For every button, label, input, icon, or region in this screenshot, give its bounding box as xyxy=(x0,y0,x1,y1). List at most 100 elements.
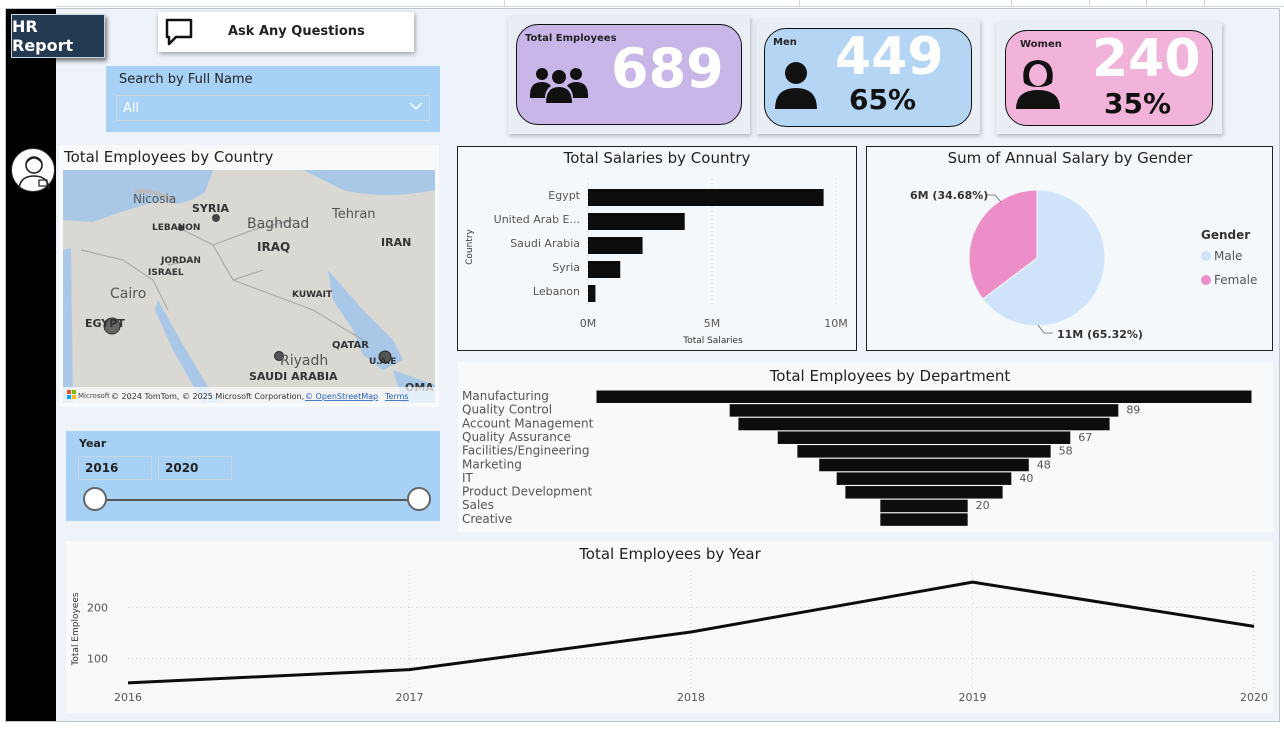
line-series-total-employees[interactable] xyxy=(127,580,1255,685)
women-caption: Women xyxy=(1020,39,1062,50)
department-bar[interactable] xyxy=(777,431,1071,444)
chevron-down-icon xyxy=(409,100,423,115)
map-label-kuwait: KUWAIT xyxy=(292,290,333,300)
department-data-label: 58 xyxy=(1059,445,1073,458)
men-value: 449 xyxy=(835,27,944,87)
department-label: Marketing xyxy=(462,457,522,471)
top-ruler xyxy=(56,0,1284,7)
department-bar[interactable] xyxy=(738,417,1110,431)
group-icon xyxy=(528,65,590,109)
salaries-bar[interactable] xyxy=(588,213,685,230)
year-slider-start-handle[interactable] xyxy=(83,487,107,511)
map-label-lebanon: LEBANON xyxy=(152,223,200,233)
salaries-category-label: United Arab E... xyxy=(494,213,580,226)
department-label: Product Development xyxy=(462,485,592,499)
terms-link[interactable]: Terms xyxy=(384,392,409,401)
year-slider-track[interactable] xyxy=(94,499,420,501)
department-data-label: 67 xyxy=(1078,431,1092,444)
map-label-egypt: EGYPT xyxy=(85,317,125,330)
pie-slice-female[interactable] xyxy=(968,189,1038,300)
microsoft-logo-icon xyxy=(67,390,76,399)
women-value: 240 xyxy=(1092,29,1201,89)
year-slider-end-handle[interactable] xyxy=(407,487,431,511)
map-label-tehran: Tehran xyxy=(331,207,376,222)
department-chart-title: Total Employees by Department xyxy=(769,367,1011,385)
salaries-x-axis-label: Total Salaries xyxy=(682,336,743,346)
ask-questions-button[interactable]: Ask Any Questions xyxy=(158,12,414,52)
department-bar[interactable] xyxy=(596,390,1252,404)
left-navigation-bar xyxy=(6,9,56,721)
men-card: Men 449 65% xyxy=(764,27,972,127)
department-bar[interactable] xyxy=(797,445,1051,458)
department-label: Quality Assurance xyxy=(462,430,571,444)
search-dropdown[interactable]: All xyxy=(116,95,430,121)
employees-by-department-chart: Total Employees by Department Manufactur… xyxy=(458,362,1273,532)
salaries-chart-title: Total Salaries by Country xyxy=(563,149,751,167)
year-end-input[interactable]: 2020 xyxy=(158,456,232,480)
department-data-label: 89 xyxy=(1126,404,1140,417)
year-start-input[interactable]: 2016 xyxy=(78,456,152,480)
pie-label-female: 6M (34.68%) xyxy=(910,189,988,202)
department-label: IT xyxy=(462,471,474,485)
search-by-name-slicer: Search by Full Name All xyxy=(106,66,440,132)
men-caption: Men xyxy=(773,37,797,48)
line-y-axis-label: Total Employees xyxy=(71,592,81,666)
employees-by-year-chart: Total Employees by Year Total Employees … xyxy=(66,541,1273,713)
map-label-syria: SYRIA xyxy=(192,202,229,215)
map-label-qatar: QATAR xyxy=(332,340,369,351)
map-label-cairo: Cairo xyxy=(110,286,146,302)
map-label-riyadh: Riyadh xyxy=(280,353,328,369)
salaries-x-tick: 10M xyxy=(824,317,848,330)
salaries-x-tick: 5M xyxy=(704,317,721,330)
pie-slice-male[interactable] xyxy=(982,189,1106,327)
openstreetmap-link[interactable]: © OpenStreetMap xyxy=(305,392,378,401)
map-label-jordan: JORDAN xyxy=(160,256,201,266)
department-label: Account Management xyxy=(462,416,594,430)
department-bar[interactable] xyxy=(880,499,968,513)
department-label: Quality Control xyxy=(462,403,552,417)
legend-label-male[interactable]: Male xyxy=(1214,249,1242,263)
chat-bubble-icon xyxy=(164,18,194,50)
map-label-iran: IRAN xyxy=(381,236,411,249)
country-map[interactable]: Nicosia SYRIA LEBANON Baghdad IRAQ Tehra… xyxy=(63,170,435,403)
map-title: Total Employees by Country xyxy=(64,148,274,166)
salary-by-gender-chart: Sum of Annual Salary by Gender Gender Ma… xyxy=(866,146,1273,351)
department-bar[interactable] xyxy=(880,513,968,526)
line-x-tick: 2019 xyxy=(959,691,987,704)
map-logo-text: Microsoft xyxy=(78,392,110,400)
hr-report-button[interactable]: HR Report xyxy=(11,14,105,58)
salaries-category-label: Syria xyxy=(552,261,580,274)
salaries-by-country-chart: Total Salaries by Country Country Total … xyxy=(457,146,857,351)
salaries-bar[interactable] xyxy=(588,261,621,278)
department-label: Manufacturing xyxy=(462,389,549,403)
salaries-category-label: Saudi Arabia xyxy=(510,237,580,250)
line-x-tick: 2016 xyxy=(114,691,142,704)
line-y-tick: 100 xyxy=(87,652,108,665)
salaries-bar[interactable] xyxy=(588,285,596,302)
salaries-bar[interactable] xyxy=(588,237,643,254)
department-data-label: 40 xyxy=(1019,472,1033,485)
search-selected-value: All xyxy=(123,101,140,116)
men-percent: 65% xyxy=(849,83,917,116)
legend-label-female[interactable]: Female xyxy=(1214,273,1257,287)
department-bar[interactable] xyxy=(836,472,1012,485)
line-x-tick: 2020 xyxy=(1240,691,1268,704)
department-data-label: 20 xyxy=(976,499,990,512)
pie-leader-male xyxy=(1037,324,1053,334)
department-label: Facilities/Engineering xyxy=(462,444,589,458)
pie-leader-female xyxy=(987,194,1002,203)
user-avatar[interactable] xyxy=(11,148,55,192)
department-bar[interactable] xyxy=(819,458,1029,472)
department-bar[interactable] xyxy=(729,404,1119,417)
department-label: Creative xyxy=(462,512,512,526)
department-data-label: 48 xyxy=(1037,458,1051,471)
pie-legend-title: Gender xyxy=(1201,228,1250,242)
total-employees-card: Total Employees 689 xyxy=(516,24,742,125)
map-label-uae: U.A.E xyxy=(369,357,396,367)
woman-icon xyxy=(1014,57,1062,115)
salaries-category-label: Egypt xyxy=(548,189,580,202)
salaries-bar[interactable] xyxy=(588,189,824,206)
ask-questions-label: Ask Any Questions xyxy=(228,24,365,39)
department-bar[interactable] xyxy=(845,486,1003,499)
salaries-y-axis-label: Country xyxy=(465,228,475,264)
